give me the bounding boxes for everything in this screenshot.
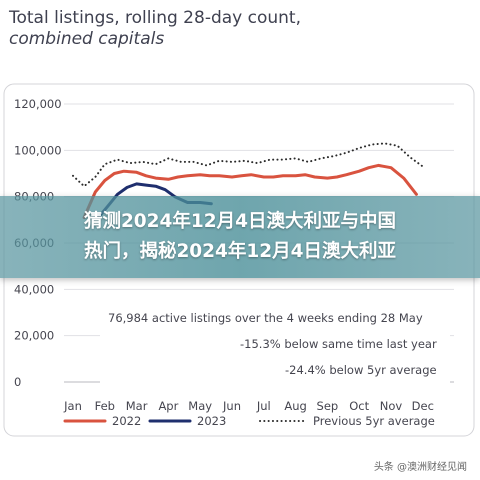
y-tick-label: 100,000 — [14, 143, 62, 157]
annotation-text: 76,984 active listings over the 4 weeks … — [108, 311, 423, 325]
overlay-headline-line2: 热门，揭秘2024年12月4日澳大利亚 — [83, 241, 397, 262]
x-tick-label: Aug — [284, 399, 306, 413]
overlay-banner: 猜测2024年12月4日澳大利亚与中国 热门，揭秘2024年12月4日澳大利亚 — [0, 196, 480, 278]
y-tick-label: 0 — [14, 375, 21, 389]
x-tick-label: Nov — [380, 399, 403, 413]
x-tick-label: Oct — [349, 399, 369, 413]
annotation-text: -15.3% below same time last year — [240, 337, 437, 351]
y-tick-label: 20,000 — [14, 329, 54, 343]
legend-label: Previous 5yr average — [313, 414, 435, 428]
annotation-text: -24.4% below 5yr average — [285, 363, 437, 377]
overlay-headline-line1: 猜测2024年12月4日澳大利亚与中国 — [83, 211, 397, 232]
x-tick-label: Feb — [95, 399, 115, 413]
chart-title: Total listings, rolling 28-day count, — [9, 8, 301, 28]
legend-label: 2022 — [112, 414, 141, 428]
chart-subtitle: combined capitals — [9, 29, 165, 49]
x-tick-label: Jan — [63, 399, 82, 413]
x-tick-label: Apr — [158, 399, 178, 413]
chart-title-block: Total listings, rolling 28-day count, co… — [9, 8, 469, 50]
x-tick-label: Mar — [126, 399, 148, 413]
annotation-box — [100, 302, 450, 384]
x-tick-label: Jun — [222, 399, 241, 413]
legend-label: 2023 — [197, 414, 226, 428]
x-tick-label: Jul — [256, 399, 271, 413]
y-tick-label: 40,000 — [14, 282, 54, 296]
x-tick-label: Dec — [412, 399, 434, 413]
series-line-previous-5yr-average — [72, 142, 424, 188]
x-tick-label: May — [188, 399, 212, 413]
watermark: 头条 @澳洲财经见闻 — [370, 457, 470, 474]
y-tick-label: 120,000 — [14, 97, 62, 111]
x-tick-label: Sep — [317, 399, 339, 413]
series-line-2022 — [82, 163, 418, 219]
